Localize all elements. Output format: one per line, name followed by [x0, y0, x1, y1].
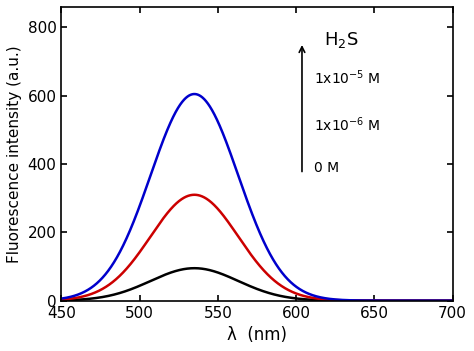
Text: H$_2$S: H$_2$S: [323, 31, 358, 51]
Text: 1x10$^{-5}$ M: 1x10$^{-5}$ M: [314, 68, 380, 87]
Y-axis label: Fluorescence intensity (a.u.): Fluorescence intensity (a.u.): [7, 45, 22, 263]
X-axis label: λ  (nm): λ (nm): [227, 326, 287, 344]
Text: 0 M: 0 M: [314, 161, 339, 176]
Text: 1x10$^{-6}$ M: 1x10$^{-6}$ M: [314, 115, 380, 134]
